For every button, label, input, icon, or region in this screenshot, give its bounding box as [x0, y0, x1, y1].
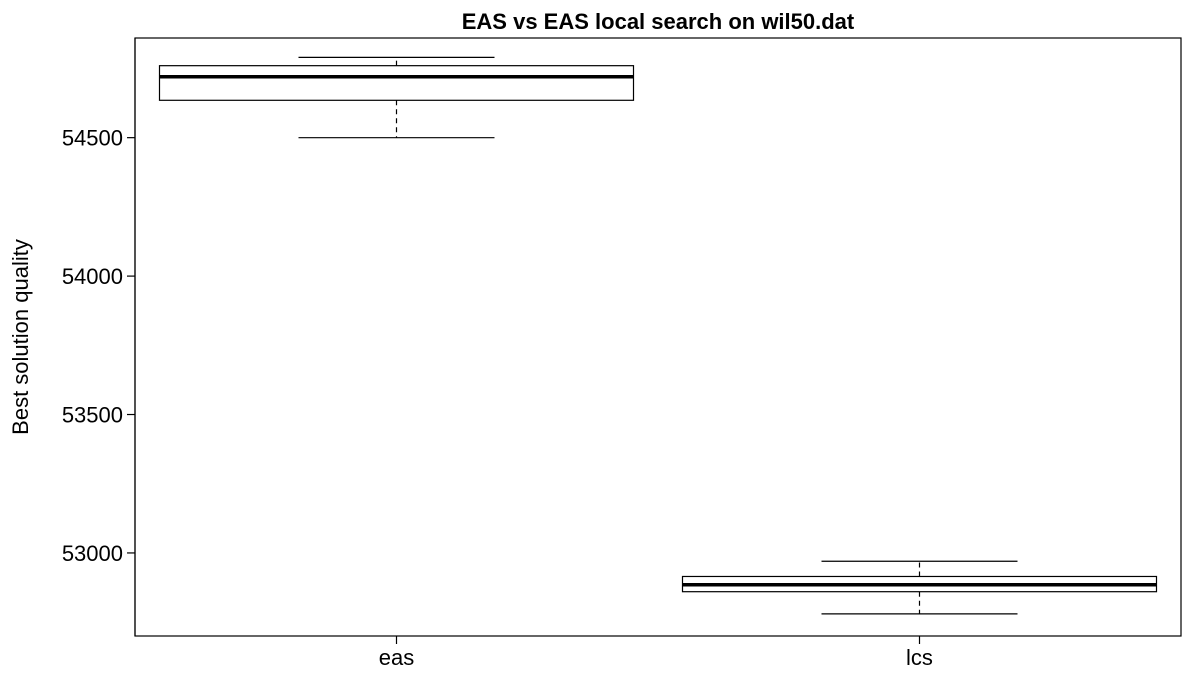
iqr-box — [158, 65, 635, 101]
y-tick-label: 54000 — [62, 264, 123, 289]
plot-frame — [134, 37, 1182, 637]
y-tick-label: 53000 — [62, 541, 123, 566]
box-lcs — [681, 560, 1158, 615]
y-axis-label: Best solution quality — [8, 239, 33, 435]
chart-title: EAS vs EAS local search on wil50.dat — [462, 9, 855, 34]
x-axis: eas lcs — [379, 636, 933, 670]
y-tick-label: 53500 — [62, 403, 123, 428]
y-tick-label: 54500 — [62, 126, 123, 151]
x-tick-label: eas — [379, 645, 414, 670]
x-tick-label: lcs — [906, 645, 933, 670]
box-eas — [158, 56, 635, 139]
y-axis: 53000 53500 54000 54500 — [62, 38, 136, 636]
boxes — [158, 56, 1158, 615]
